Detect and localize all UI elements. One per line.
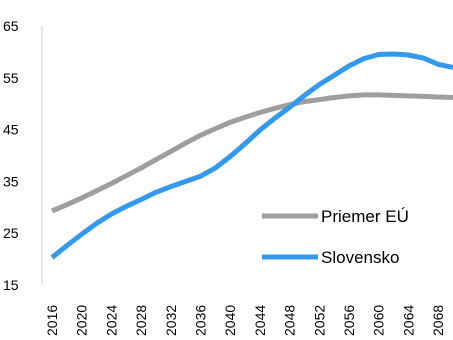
y-tick-label: 55 [3, 70, 19, 86]
x-tick-label: 2060 [371, 305, 387, 336]
legend-label: Slovensko [321, 248, 399, 267]
x-tick-label: 2044 [252, 305, 268, 336]
y-tick-label: 15 [3, 277, 19, 293]
series-line-slovakia [50, 51, 453, 260]
y-tick-label: 65 [3, 18, 19, 34]
x-tick-labels: 2016 2020 2024 2028 2032 2036 2040 2044 2048 2052… [44, 305, 446, 336]
x-tick-label: 2036 [193, 305, 209, 336]
legend: Priemer EÚ Slovensko [262, 207, 409, 267]
x-tick-label: 2064 [400, 305, 416, 336]
x-tick-label: 2032 [163, 305, 179, 336]
y-tick-label: 45 [3, 122, 19, 138]
x-tick-label: 2016 [44, 305, 60, 336]
x-tick-label: 2048 [282, 305, 298, 336]
x-tick-label: 2024 [103, 305, 119, 336]
y-tick-label: 35 [3, 173, 19, 189]
series-line-eu-average [51, 92, 453, 214]
x-tick-label: 2040 [222, 305, 238, 336]
legend-label: Priemer EÚ [321, 207, 409, 226]
x-tick-label: 2028 [133, 305, 149, 336]
x-tick-label: 2020 [74, 305, 90, 336]
x-tick-label: 2052 [311, 305, 327, 336]
y-tick-label: 25 [3, 225, 19, 241]
x-tick-label: 2056 [341, 305, 357, 336]
series-lines [50, 51, 453, 260]
x-tick-label: 2068 [430, 305, 446, 336]
y-tick-labels: 15 25 35 45 55 65 [3, 18, 19, 293]
